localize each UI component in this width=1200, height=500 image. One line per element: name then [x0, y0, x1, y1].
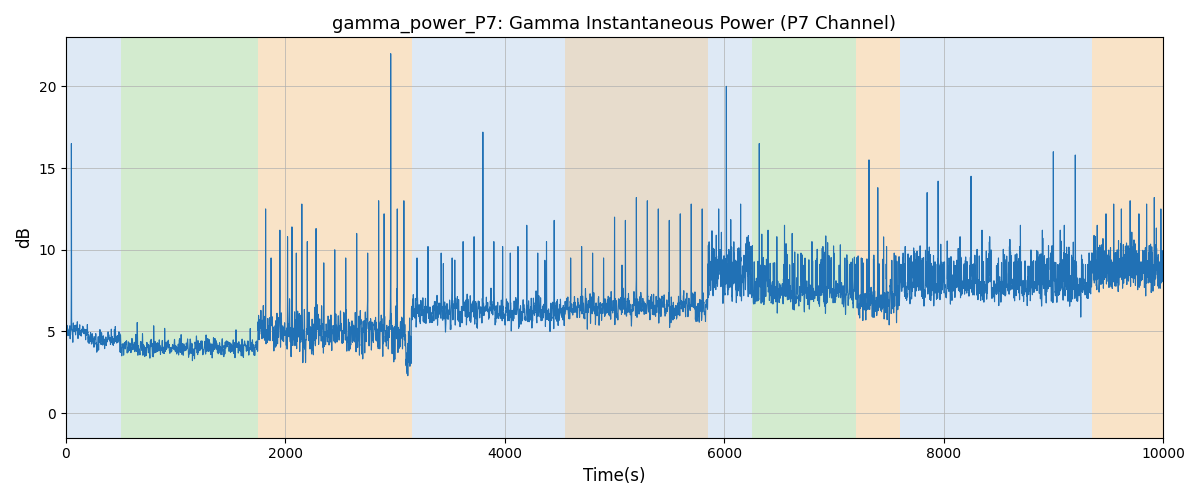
- Bar: [856, 38, 900, 438]
- X-axis label: Time(s): Time(s): [583, 467, 646, 485]
- Bar: [900, 38, 1092, 438]
- Bar: [121, 38, 258, 438]
- Y-axis label: dB: dB: [16, 226, 34, 248]
- Bar: [565, 38, 708, 438]
- Bar: [412, 38, 708, 438]
- Title: gamma_power_P7: Gamma Instantaneous Power (P7 Channel): gamma_power_P7: Gamma Instantaneous Powe…: [332, 15, 896, 34]
- Bar: [708, 38, 751, 438]
- Bar: [751, 38, 856, 438]
- Bar: [1092, 38, 1163, 438]
- Bar: [88, 38, 121, 438]
- Bar: [66, 38, 88, 438]
- Bar: [258, 38, 412, 438]
